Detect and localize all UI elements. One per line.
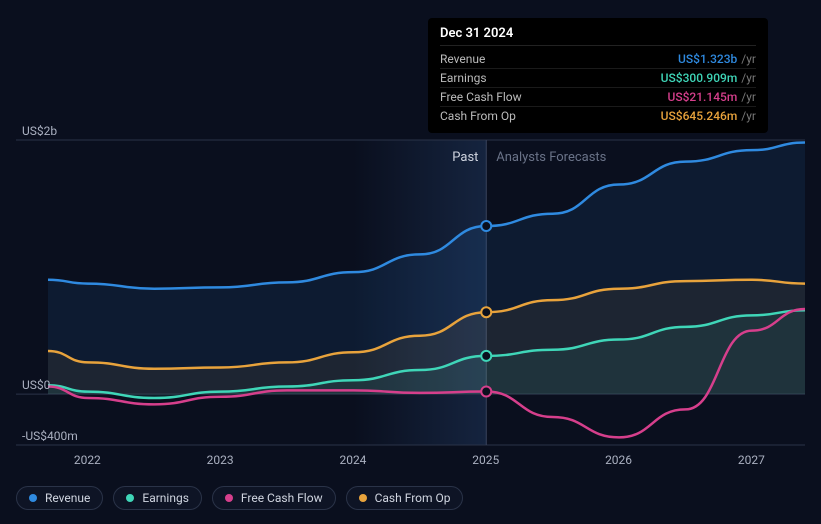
x-axis-label: 2022 bbox=[74, 453, 101, 467]
tooltip-row-value: US$1.323b/yr bbox=[678, 52, 756, 66]
tooltip-row: Revenue US$1.323b/yr bbox=[440, 50, 756, 69]
legend-dot-icon bbox=[29, 494, 37, 502]
x-axis-label: 2023 bbox=[207, 453, 234, 467]
tooltip-row-label: Cash From Op bbox=[440, 109, 516, 123]
legend-label: Cash From Op bbox=[375, 491, 451, 505]
x-axis-label: 2024 bbox=[339, 453, 366, 467]
legend-label: Earnings bbox=[142, 491, 189, 505]
x-axis-label: 2025 bbox=[472, 453, 499, 467]
legend-dot-icon bbox=[359, 494, 367, 502]
tooltip-row-label: Revenue bbox=[440, 52, 485, 66]
marker-free_cash_flow bbox=[481, 386, 491, 396]
marker-revenue bbox=[481, 221, 491, 231]
tooltip-row-label: Free Cash Flow bbox=[440, 90, 522, 104]
tooltip-row: Cash From Op US$645.246m/yr bbox=[440, 107, 756, 125]
section-label-past: Past bbox=[452, 150, 478, 165]
tooltip-row-value: US$21.145m/yr bbox=[667, 90, 756, 104]
tooltip-row-label: Earnings bbox=[440, 71, 487, 85]
marker-cash_from_op bbox=[481, 307, 491, 317]
y-axis-label: US$2b bbox=[22, 124, 57, 138]
tooltip-row-value: US$300.909m/yr bbox=[661, 71, 756, 85]
tooltip-row: Earnings US$300.909m/yr bbox=[440, 69, 756, 88]
tooltip-row: Free Cash Flow US$21.145m/yr bbox=[440, 88, 756, 107]
legend-label: Revenue bbox=[45, 491, 90, 505]
marker-earnings bbox=[481, 351, 491, 361]
legend-item-free_cash_flow[interactable]: Free Cash Flow bbox=[212, 486, 336, 510]
legend-item-revenue[interactable]: Revenue bbox=[16, 486, 103, 510]
tooltip-date: Dec 31 2024 bbox=[440, 26, 756, 46]
legend-item-cash_from_op[interactable]: Cash From Op bbox=[346, 486, 464, 510]
tooltip-rows: Revenue US$1.323b/yr Earnings US$300.909m/y… bbox=[440, 50, 756, 125]
chart-legend: Revenue Earnings Free Cash Flow Cash From O… bbox=[16, 486, 463, 510]
y-axis-label: -US$400m bbox=[22, 429, 78, 443]
x-axis-label: 2027 bbox=[738, 453, 765, 467]
x-axis-label: 2026 bbox=[605, 453, 632, 467]
tooltip-row-value: US$645.246m/yr bbox=[661, 109, 756, 123]
y-axis-label: US$0 bbox=[22, 378, 50, 392]
legend-dot-icon bbox=[225, 494, 233, 502]
financials-chart: Dec 31 2024 Revenue US$1.323b/yr Earnings U… bbox=[0, 0, 821, 524]
section-label-forecast: Analysts Forecasts bbox=[496, 150, 606, 165]
chart-tooltip: Dec 31 2024 Revenue US$1.323b/yr Earnings U… bbox=[428, 18, 768, 133]
legend-dot-icon bbox=[126, 494, 134, 502]
legend-label: Free Cash Flow bbox=[241, 491, 323, 505]
legend-item-earnings[interactable]: Earnings bbox=[113, 486, 202, 510]
